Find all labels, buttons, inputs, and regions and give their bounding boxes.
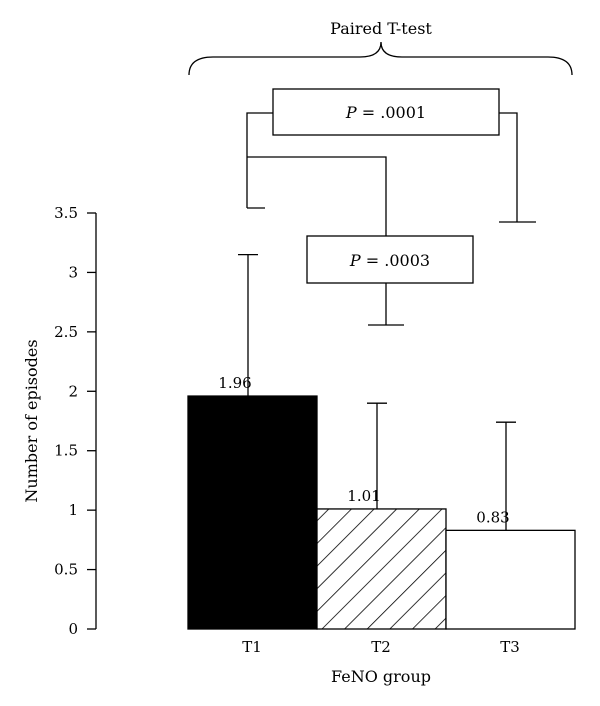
y-tick-label: 3.5 <box>54 204 78 222</box>
value-label-t1: 1.96 <box>218 374 251 392</box>
bars: 1.96 1.01 0.83 <box>187 253 576 630</box>
bar-t2 <box>316 508 447 630</box>
x-axis-label: FeNO group <box>331 667 431 686</box>
value-label-t3: 0.83 <box>476 508 509 526</box>
y-tick-label: 2.5 <box>54 323 78 341</box>
p-value-t1-t2: P = .0003 <box>349 251 430 270</box>
x-tick-t3: T3 <box>500 638 520 656</box>
x-tick-t1: T1 <box>242 638 262 656</box>
y-tick-label: 2 <box>68 382 78 400</box>
y-tick-label: 3 <box>68 263 78 281</box>
y-tick-label: 1 <box>68 501 78 519</box>
p-box-t1-t3 <box>272 88 500 136</box>
bar-t1 <box>187 395 318 630</box>
y-tick-label: 0.5 <box>54 561 78 579</box>
y-ticks: 0 0.5 1 1.5 2 2.5 3 3.5 <box>54 204 96 638</box>
p-value-t1-t3: P = .0001 <box>345 103 426 122</box>
value-label-t2: 1.01 <box>347 487 380 505</box>
p-box-t1-t2 <box>306 235 474 284</box>
bracket-title: Paired T-test <box>330 19 432 38</box>
paired-ttest-brace <box>188 41 573 76</box>
comparison-t1-t3 <box>246 112 536 223</box>
y-axis-label: Number of episodes <box>22 339 41 502</box>
comparison-t1-t2 <box>247 156 404 326</box>
y-tick-label: 1.5 <box>54 442 78 460</box>
y-tick-label: 0 <box>68 620 78 638</box>
x-tick-t2: T2 <box>371 638 391 656</box>
bar-t3 <box>445 529 576 630</box>
